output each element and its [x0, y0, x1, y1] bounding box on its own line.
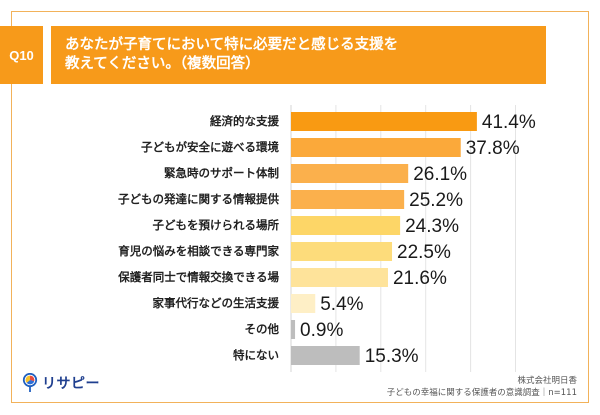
- logo: リサピー: [22, 373, 100, 393]
- category-label: 子どもの発達に関する情報提供: [118, 192, 279, 206]
- value-label: 25.2%: [409, 190, 464, 211]
- value-label: 0.9%: [300, 320, 344, 341]
- question-title-line2: 教えてください。（複数回答）: [65, 56, 260, 72]
- category-label: 特にない: [233, 348, 279, 362]
- logo-text: リサピー: [42, 376, 100, 392]
- question-number-badge: Q10: [0, 26, 43, 84]
- category-label: 保護者同士で情報交換できる場: [118, 270, 279, 284]
- category-label: 経済的な支援: [210, 114, 279, 128]
- bar: [291, 346, 360, 365]
- category-label: 子どもを預けられる場所: [152, 218, 280, 232]
- value-label: 21.6%: [392, 268, 447, 289]
- bar: [291, 190, 405, 209]
- bar: [291, 242, 393, 261]
- value-label: 5.4%: [320, 294, 364, 315]
- bar: [291, 216, 401, 235]
- bar: [291, 112, 477, 131]
- category-label: 子どもが安全に遊べる環境: [141, 140, 279, 154]
- source-survey: 子どもの幸福に関する保護者の意識調査｜n=111: [386, 388, 577, 398]
- value-label: 24.3%: [405, 216, 459, 237]
- question-title-line1: あなたが子育てにおいて特に必要だと感じる支援を: [65, 37, 399, 53]
- bar: [291, 138, 461, 157]
- magnifier-pie-icon: [22, 373, 38, 392]
- category-label: 緊急時のサポート体制: [164, 166, 279, 180]
- bar: [291, 164, 409, 183]
- question-title-bar: あなたが子育てにおいて特に必要だと感じる支援を 教えてください。（複数回答）: [51, 26, 546, 84]
- category-label: その他: [244, 322, 280, 336]
- question-number: Q10: [9, 47, 34, 63]
- category-label: 家事代行などの生活支援: [152, 296, 280, 310]
- bar: [291, 294, 316, 313]
- value-label: 22.5%: [397, 242, 451, 263]
- chart-frame: [11, 11, 589, 403]
- value-label: 41.4%: [481, 112, 536, 133]
- category-label: 育児の悩みを相談できる専門家: [118, 244, 279, 258]
- value-label: 15.3%: [364, 346, 419, 367]
- bar: [291, 268, 388, 287]
- source-company: 株式会社明日香: [517, 376, 577, 386]
- value-label: 26.1%: [413, 164, 468, 185]
- value-label: 37.8%: [465, 138, 520, 159]
- bar: [291, 320, 296, 339]
